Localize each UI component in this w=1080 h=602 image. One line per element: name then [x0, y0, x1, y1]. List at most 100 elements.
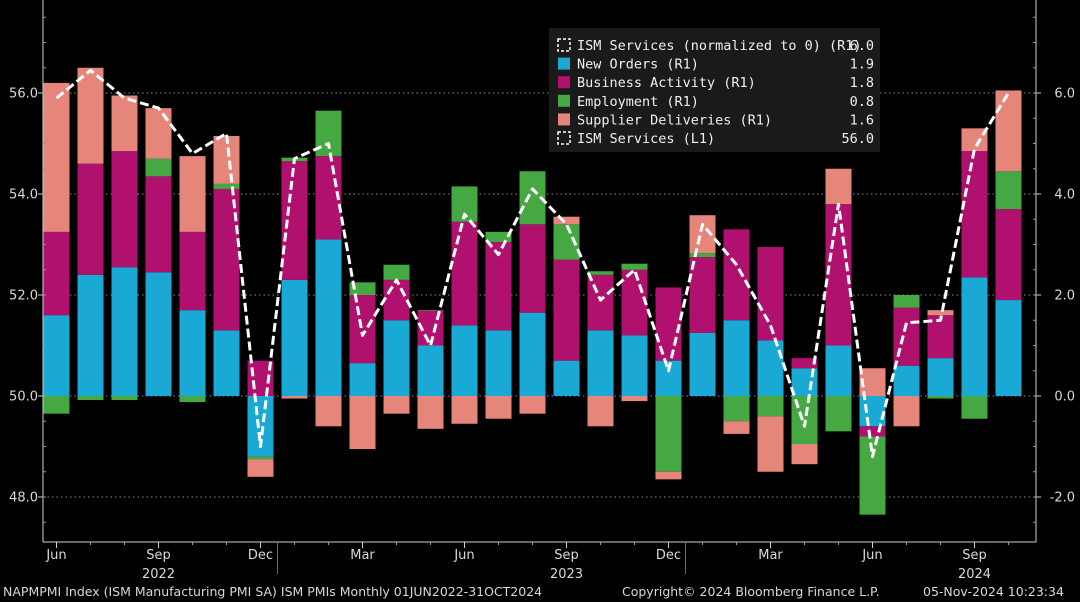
- bar-segment: [349, 282, 376, 295]
- legend-label: ISM Services (L1): [577, 131, 715, 147]
- stacked-bars: [43, 67, 1022, 515]
- bar-segment: [791, 443, 818, 465]
- bar-segment: [893, 396, 920, 427]
- bar-segment: [349, 295, 376, 364]
- x-tick-label: Dec: [656, 548, 681, 563]
- bar-segment: [927, 358, 954, 396]
- left-tick-label: 56.0: [9, 87, 38, 102]
- axes: 48.0 50.0 52.0 54.0 56.0 -2.0 0.0 2.0 4.0 6.0 Jun S…: [9, 0, 1075, 582]
- bar-segment: [383, 320, 410, 396]
- bar-segment: [383, 396, 410, 414]
- legend-label: ISM Services (normalized to 0) (R1): [577, 38, 861, 54]
- bar-segment: [689, 257, 716, 333]
- bar-segment: [485, 241, 512, 331]
- legend-value: 56.0: [841, 131, 874, 147]
- bar-segment: [995, 209, 1022, 301]
- legend-label: New Orders (R1): [577, 57, 699, 73]
- legend-value: 6.0: [850, 38, 874, 54]
- bar-segment: [315, 239, 342, 396]
- bar-segment: [111, 151, 138, 268]
- bar-segment: [825, 345, 852, 396]
- bar-segment: [757, 340, 784, 396]
- bar-segment: [757, 396, 784, 417]
- bar-segment: [791, 358, 818, 369]
- bar-segment: [757, 247, 784, 341]
- bar-segment: [655, 396, 682, 472]
- bar-segment: [519, 312, 546, 396]
- bar-segment: [961, 128, 988, 152]
- bar-segment: [689, 253, 716, 258]
- bar-segment: [587, 274, 614, 331]
- bar-segment: [451, 325, 478, 396]
- bar-segment: [927, 310, 954, 316]
- x-year-label: 2023: [550, 567, 583, 582]
- bar-segment: [553, 216, 580, 225]
- footer-timestamp: 05-Nov-2024 10:23:34: [923, 584, 1064, 599]
- right-tick-label: 4.0: [1054, 188, 1075, 203]
- bar-segment: [961, 277, 988, 396]
- bar-segment: [77, 274, 104, 396]
- bar-segment: [553, 259, 580, 361]
- bar-segment: [995, 171, 1022, 210]
- ism-services-line: [55, 68, 1010, 459]
- bar-segment: [247, 459, 274, 477]
- bar-segment: [349, 363, 376, 396]
- bar-segment: [281, 279, 308, 396]
- legend-label: Business Activity (R1): [577, 75, 756, 91]
- legend-label: Employment (R1): [577, 94, 699, 110]
- bar-segment: [655, 471, 682, 480]
- bar-segment: [213, 135, 240, 184]
- bar-segment: [519, 396, 546, 414]
- legend-swatch: [558, 113, 570, 126]
- bar-segment: [757, 416, 784, 472]
- bar-segment: [179, 156, 206, 232]
- bar-segment: [621, 396, 648, 402]
- bar-segment: [315, 396, 342, 427]
- bar-segment: [213, 188, 240, 331]
- footer-bar: NAPMPMI Index (ISM Manufacturing PMI SA)…: [0, 583, 1080, 602]
- bar-segment: [111, 95, 138, 152]
- right-tick-label: 6.0: [1054, 87, 1075, 102]
- bar-segment: [145, 272, 172, 396]
- x-year-label: 2022: [142, 567, 175, 582]
- right-tick-label: -2.0: [1050, 491, 1075, 506]
- x-year-label: 2024: [958, 567, 991, 582]
- bar-segment: [893, 365, 920, 396]
- bar-segment: [587, 271, 614, 275]
- legend-swatch-dashed: [557, 38, 571, 52]
- bar-segment: [587, 330, 614, 396]
- bar-segment: [485, 231, 512, 242]
- bar-segment: [893, 295, 920, 308]
- x-tick-label: Sep: [554, 548, 579, 563]
- x-tick-label: Jun: [45, 548, 66, 563]
- bar-segment: [689, 332, 716, 396]
- bar-segment: [281, 161, 308, 280]
- legend-value: 0.8: [850, 94, 874, 110]
- bar-segment: [179, 310, 206, 396]
- x-tick-label: Sep: [962, 548, 987, 563]
- bar-segment: [349, 396, 376, 450]
- bar-segment: [383, 264, 410, 280]
- left-tick-label: 48.0: [9, 491, 38, 506]
- bar-segment: [179, 231, 206, 311]
- bar-segment: [825, 396, 852, 432]
- bar-segment: [621, 269, 648, 336]
- bar-segment: [893, 307, 920, 366]
- legend-swatch: [558, 94, 570, 107]
- x-tick-label: Jun: [453, 548, 474, 563]
- x-tick-label: Sep: [146, 548, 171, 563]
- bar-segment: [451, 221, 478, 326]
- x-tick-label: Mar: [758, 548, 783, 563]
- bar-segment: [213, 183, 240, 189]
- bar-segment: [723, 396, 750, 422]
- bar-segment: [281, 396, 308, 399]
- bar-segment: [145, 176, 172, 273]
- left-tick-label: 52.0: [9, 289, 38, 304]
- bar-segment: [587, 396, 614, 427]
- bar-segment: [247, 456, 274, 460]
- legend-value: 1.9: [850, 57, 874, 73]
- bar-segment: [383, 279, 410, 321]
- bar-segment: [77, 163, 104, 275]
- bar-segment: [77, 396, 104, 401]
- footer-copyright: Copyright© 2024 Bloomberg Finance L.P.: [622, 584, 880, 599]
